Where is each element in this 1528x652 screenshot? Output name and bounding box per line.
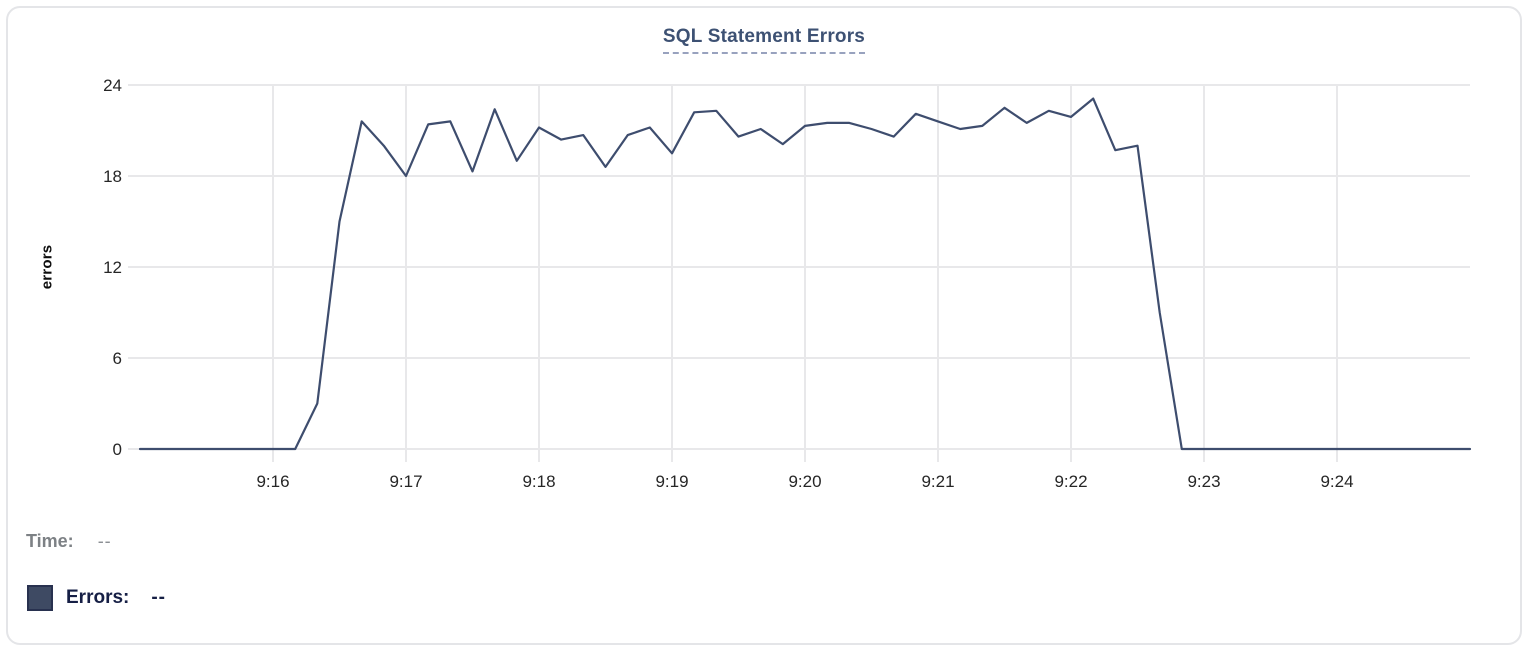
x-tick-label: 9:22 [1054, 472, 1087, 491]
x-tick-label: 9:24 [1320, 472, 1353, 491]
tooltip-time-row: Time: -- [26, 531, 112, 552]
y-tick-label: 18 [103, 167, 122, 186]
x-tick-label: 9:21 [921, 472, 954, 491]
chart-header: SQL Statement Errors [0, 26, 1528, 54]
y-tick-label: 24 [103, 76, 122, 95]
legend-errors-row[interactable]: Errors: -- [27, 585, 166, 611]
errors-value: -- [151, 587, 167, 608]
y-tick-label: 0 [113, 440, 122, 459]
errors-series-line [138, 97, 1472, 451]
y-tick-label: 12 [103, 258, 122, 277]
time-value: -- [97, 531, 112, 551]
y-axis-title: errors [38, 244, 56, 290]
y-tick-label: 6 [113, 349, 122, 368]
x-tick-label: 9:18 [522, 472, 555, 491]
chart-title[interactable]: SQL Statement Errors [662, 26, 866, 54]
errors-series-swatch [27, 585, 53, 611]
x-tick-label: 9:19 [655, 472, 688, 491]
x-tick-label: 9:16 [256, 472, 289, 491]
time-label: Time: [26, 531, 74, 551]
x-tick-label: 9:23 [1187, 472, 1220, 491]
x-tick-label: 9:17 [389, 472, 422, 491]
x-tick-label: 9:20 [788, 472, 821, 491]
errors-label: Errors: [66, 587, 130, 608]
